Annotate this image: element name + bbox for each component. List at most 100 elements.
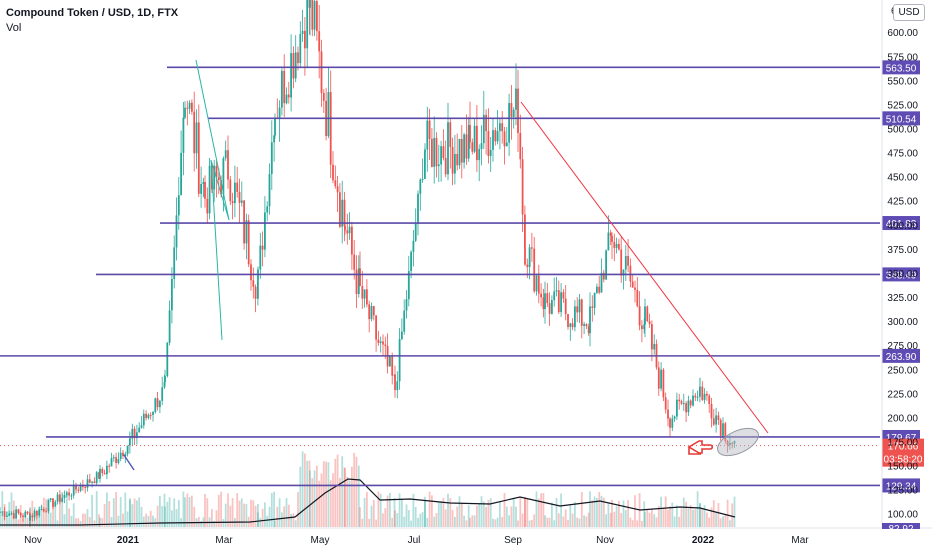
volume-bar: [611, 499, 613, 527]
volume-bar: [281, 512, 283, 527]
candle-body: [578, 299, 581, 313]
candle-body: [112, 457, 115, 459]
candle-body: [3, 511, 6, 517]
candle-body: [236, 182, 239, 192]
y-tick-tag-partial: [882, 523, 920, 529]
volume-bar: [564, 509, 567, 527]
candle-body: [396, 381, 399, 391]
volume-bar: [101, 518, 104, 527]
volume-bar: [103, 504, 106, 527]
candle-body: [278, 107, 281, 119]
candle-body: [208, 165, 211, 214]
volume-bar: [393, 497, 396, 527]
volume-bar: [318, 480, 321, 527]
volume-bar: [719, 518, 722, 527]
candle-body: [476, 125, 478, 161]
candle-body: [322, 92, 325, 101]
candle-body: [546, 293, 549, 304]
candle-body: [65, 492, 68, 496]
candle-body: [149, 414, 152, 416]
candle-body: [662, 369, 665, 398]
candle-body: [680, 401, 683, 404]
candle-body: [676, 399, 678, 417]
candle-body: [703, 393, 706, 400]
candle-body: [26, 511, 29, 514]
volume-bar: [482, 501, 485, 527]
volume-bar: [283, 506, 286, 527]
candle-body: [45, 511, 47, 513]
candle-body: [503, 131, 506, 147]
volume-bar: [708, 517, 711, 527]
volume-bar: [444, 509, 447, 527]
candle-body: [77, 489, 80, 491]
volume-bar: [618, 500, 620, 527]
volume-bar: [624, 510, 627, 527]
volume-ma-line: [0, 478, 736, 526]
volume-bar: [59, 499, 61, 527]
candle-body: [591, 306, 594, 308]
candle-body: [733, 440, 736, 444]
volume-bar: [676, 505, 678, 527]
x-tick-label: Mar: [215, 535, 233, 546]
y-tick-label: 275.00: [887, 341, 918, 352]
volume-bar: [657, 505, 660, 527]
candle-body: [437, 164, 440, 167]
volume-bar: [492, 518, 494, 527]
candle-body: [222, 158, 225, 195]
candle-body: [694, 395, 697, 398]
volume-bar: [77, 518, 80, 527]
candle-body: [206, 198, 209, 214]
volume-bar: [294, 520, 297, 527]
candle-body: [634, 287, 636, 290]
candle-body: [274, 117, 276, 136]
candle-body: [188, 102, 191, 109]
candle-body: [602, 272, 605, 280]
volume-bar: [372, 500, 375, 527]
candle-body: [19, 513, 22, 516]
candle-body: [145, 413, 147, 419]
candle-body: [184, 107, 186, 118]
candle-body: [431, 138, 433, 167]
candle-body: [292, 53, 295, 79]
volume-bar: [368, 518, 371, 527]
candle-body: [379, 341, 382, 343]
volume-bar: [440, 501, 442, 527]
candle-body: [451, 146, 454, 174]
volume-label: Vol: [6, 22, 22, 34]
volume-bar: [112, 498, 115, 527]
volume-bar: [115, 491, 117, 527]
volume-bar: [580, 491, 583, 527]
candle-body: [147, 414, 150, 419]
volume-bar: [447, 493, 449, 527]
candle-body: [583, 324, 585, 326]
candle-body: [585, 324, 588, 327]
candle-body: [329, 92, 332, 165]
candle-body: [98, 472, 100, 479]
candle-body: [12, 513, 15, 519]
volume-bar: [108, 501, 111, 527]
candle-body: [648, 321, 651, 325]
candle-body: [197, 122, 200, 194]
volume-bar: [499, 501, 501, 527]
candle-body: [463, 134, 465, 163]
candle-body: [290, 53, 292, 98]
pointing-hand-icon: [687, 440, 714, 455]
volume-bar: [591, 500, 594, 527]
volume-bar: [699, 503, 701, 527]
volume-bar: [250, 499, 252, 527]
candle-body: [264, 212, 266, 250]
candle-body: [682, 403, 685, 405]
currency-button[interactable]: USD: [893, 4, 925, 21]
volume-bar: [106, 492, 108, 527]
x-tick-label: Mar: [791, 535, 809, 546]
candle-body: [660, 369, 662, 389]
candle-body: [580, 299, 583, 326]
candle-body: [93, 481, 96, 484]
candle-body: [467, 125, 470, 159]
volume-bar: [421, 512, 424, 527]
candle-body: [417, 193, 419, 224]
volume-bar: [129, 499, 131, 527]
volume-bar: [95, 491, 98, 527]
